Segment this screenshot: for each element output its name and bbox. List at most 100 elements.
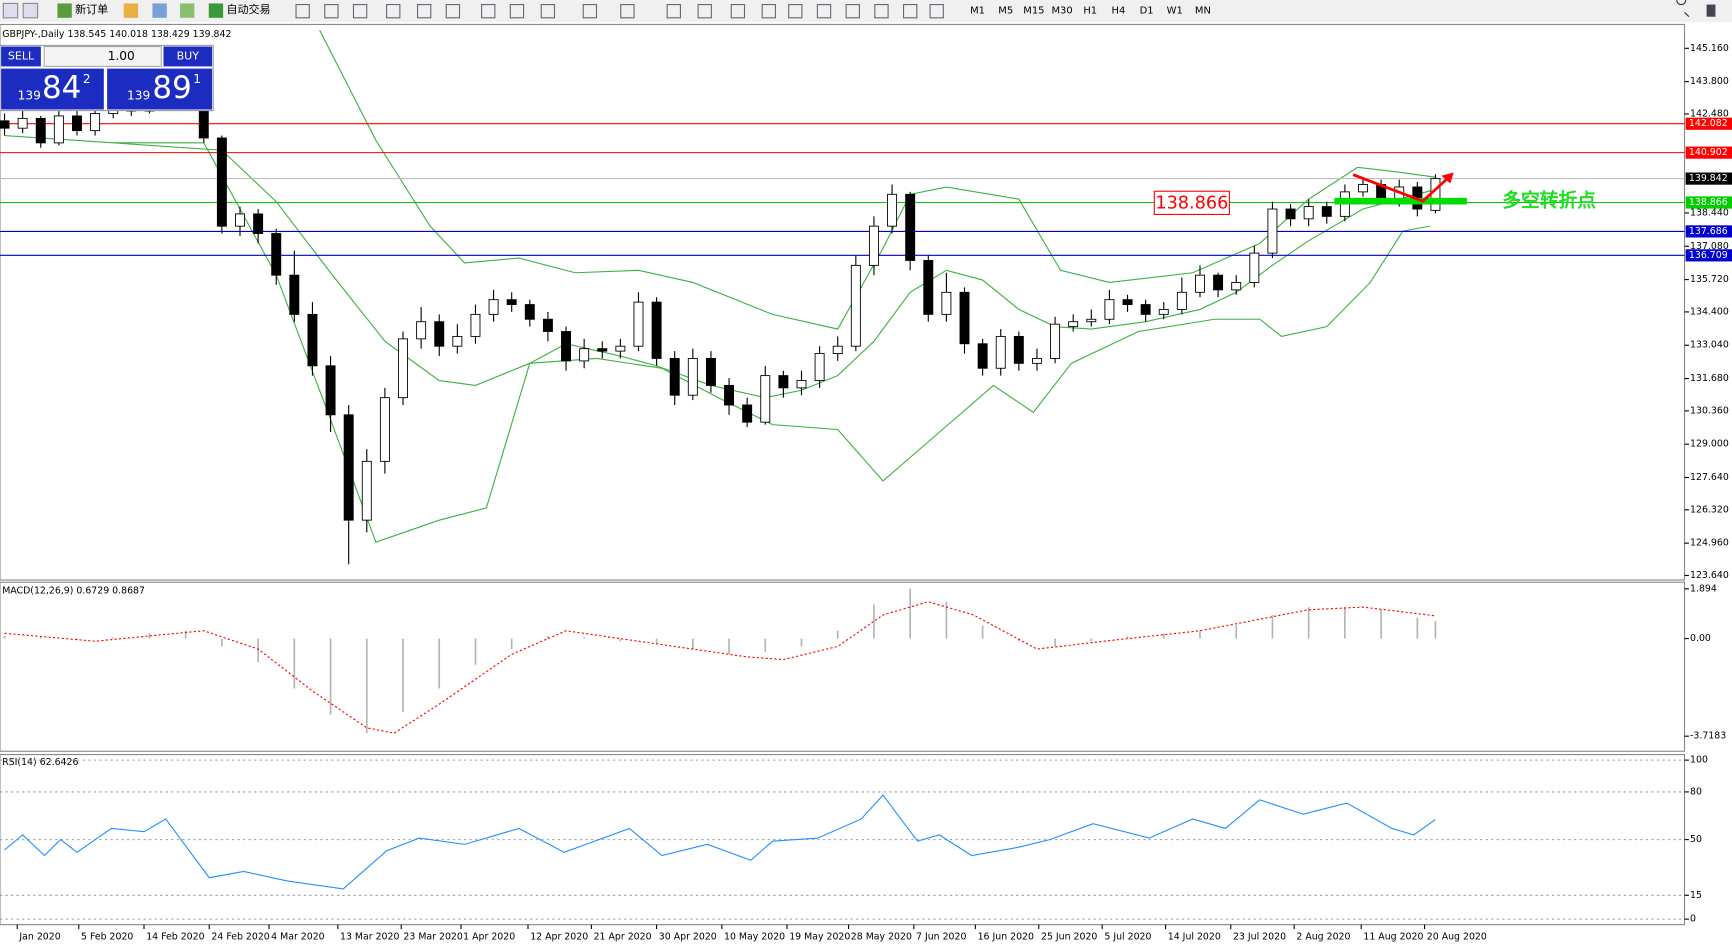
x-tick-label: 28 May 2020 xyxy=(851,931,912,942)
candle-body xyxy=(633,301,644,347)
candle-body xyxy=(1267,208,1278,254)
candle-body xyxy=(343,414,354,521)
x-tick-label: 11 Aug 2020 xyxy=(1363,931,1423,942)
ask-point[interactable]: 1 xyxy=(193,72,201,86)
icon[interactable] xyxy=(582,3,598,19)
level-label: 139.842 xyxy=(1689,173,1728,184)
bid-point[interactable]: 2 xyxy=(83,72,91,86)
icon[interactable] xyxy=(324,3,339,19)
candle-body xyxy=(434,321,445,347)
bid-big[interactable]: 139 xyxy=(18,89,41,103)
icon[interactable] xyxy=(481,3,496,19)
y-tick-label: 142.480 xyxy=(1690,108,1729,119)
search-icon[interactable] xyxy=(1676,0,1690,18)
timeframe[interactable]: MN xyxy=(1195,6,1211,17)
lots[interactable]: 1.00 xyxy=(108,49,135,63)
level-label: 137.686 xyxy=(1689,226,1728,237)
icon[interactable] xyxy=(697,3,712,19)
candle-body xyxy=(17,117,28,129)
x-tick-label: 5 Feb 2020 xyxy=(81,931,133,942)
ask-big[interactable]: 139 xyxy=(127,89,150,103)
candle-body xyxy=(1140,304,1151,315)
candle-body xyxy=(561,331,571,362)
icon[interactable] xyxy=(788,3,803,19)
timeframe[interactable]: D1 xyxy=(1140,6,1154,17)
candle-body xyxy=(1231,282,1242,291)
y-tick-label: 123.640 xyxy=(1690,570,1729,581)
x-tick-label: 23 Mar 2020 xyxy=(403,931,462,942)
icon[interactable] xyxy=(509,3,525,19)
timeframe[interactable]: M1 xyxy=(970,6,985,17)
y-tick-label: -3.7183 xyxy=(1690,731,1726,742)
candle-body xyxy=(1031,358,1042,364)
new-order[interactable]: 新订单 xyxy=(75,2,108,16)
y-tick-label: 126.320 xyxy=(1690,504,1729,515)
auto-trading-icon[interactable] xyxy=(208,3,224,18)
candle-body xyxy=(705,358,716,386)
icon[interactable] xyxy=(352,3,368,19)
bid-pips[interactable]: 84 xyxy=(42,70,81,106)
icon[interactable] xyxy=(295,3,310,19)
icon[interactable] xyxy=(416,3,432,19)
macd-panel xyxy=(0,581,1686,752)
ask-pips[interactable]: 89 xyxy=(152,70,191,106)
x-tick-label: 16 Jun 2020 xyxy=(978,931,1034,942)
level-label: 138.866 xyxy=(1689,197,1728,208)
icon[interactable] xyxy=(540,3,556,19)
candle-body xyxy=(1213,274,1224,291)
icon[interactable] xyxy=(761,3,776,19)
icon[interactable] xyxy=(2,2,19,19)
icon[interactable] xyxy=(874,3,889,19)
timeframe[interactable]: M30 xyxy=(1051,6,1072,17)
icon[interactable] xyxy=(666,3,681,19)
icon[interactable] xyxy=(816,3,832,19)
icon[interactable] xyxy=(123,3,139,18)
candle-body xyxy=(289,274,300,315)
candle-body xyxy=(307,313,318,367)
icon[interactable] xyxy=(22,2,39,19)
candle-body xyxy=(361,460,372,521)
timeframe[interactable]: M5 xyxy=(998,6,1013,17)
icon[interactable] xyxy=(445,3,461,19)
level-label-bg xyxy=(1685,196,1732,209)
candle-body xyxy=(995,335,1006,369)
y-tick-label: 100 xyxy=(1690,755,1708,766)
icon[interactable] xyxy=(730,3,746,19)
annotation-price: 138.866 xyxy=(1155,193,1228,213)
timeframe[interactable]: H1 xyxy=(1083,6,1097,17)
x-tick-label: 7 Jun 2020 xyxy=(916,931,966,942)
icon[interactable] xyxy=(180,3,195,18)
candle-body xyxy=(53,115,64,144)
icon[interactable] xyxy=(386,3,401,19)
y-tick-label: 135.720 xyxy=(1690,274,1729,285)
candle-body xyxy=(778,375,789,389)
timeframe[interactable]: M15 xyxy=(1023,6,1044,17)
x-tick-label: 19 May 2020 xyxy=(789,931,850,942)
account-icon[interactable] xyxy=(1706,4,1716,17)
arrow-head xyxy=(1441,172,1454,184)
candle-body xyxy=(959,291,970,345)
candle-body xyxy=(379,397,390,462)
candle-body xyxy=(398,338,408,399)
icon[interactable] xyxy=(620,3,635,19)
buy-label[interactable]: BUY xyxy=(177,49,200,62)
auto-trading[interactable]: 自动交易 xyxy=(226,2,270,16)
bid-box[interactable] xyxy=(1,68,104,110)
candle-body xyxy=(579,348,590,362)
sell-label[interactable]: SELL xyxy=(8,49,35,62)
icon[interactable] xyxy=(845,3,860,19)
ask-box[interactable] xyxy=(107,68,213,110)
lots-input[interactable] xyxy=(43,45,162,67)
timeframe[interactable]: H4 xyxy=(1112,6,1126,17)
y-tick-label: 127.640 xyxy=(1690,472,1729,483)
y-tick-label: 1.894 xyxy=(1690,583,1717,594)
timeframe[interactable]: W1 xyxy=(1167,6,1183,17)
y-tick-label: 143.800 xyxy=(1690,76,1729,87)
buy-button[interactable] xyxy=(163,46,213,67)
sell-button[interactable] xyxy=(1,46,41,67)
candle-body xyxy=(216,137,227,227)
new-order-icon[interactable] xyxy=(57,3,72,18)
icon[interactable] xyxy=(929,3,944,19)
icon[interactable] xyxy=(903,3,918,19)
icon[interactable] xyxy=(152,3,167,18)
